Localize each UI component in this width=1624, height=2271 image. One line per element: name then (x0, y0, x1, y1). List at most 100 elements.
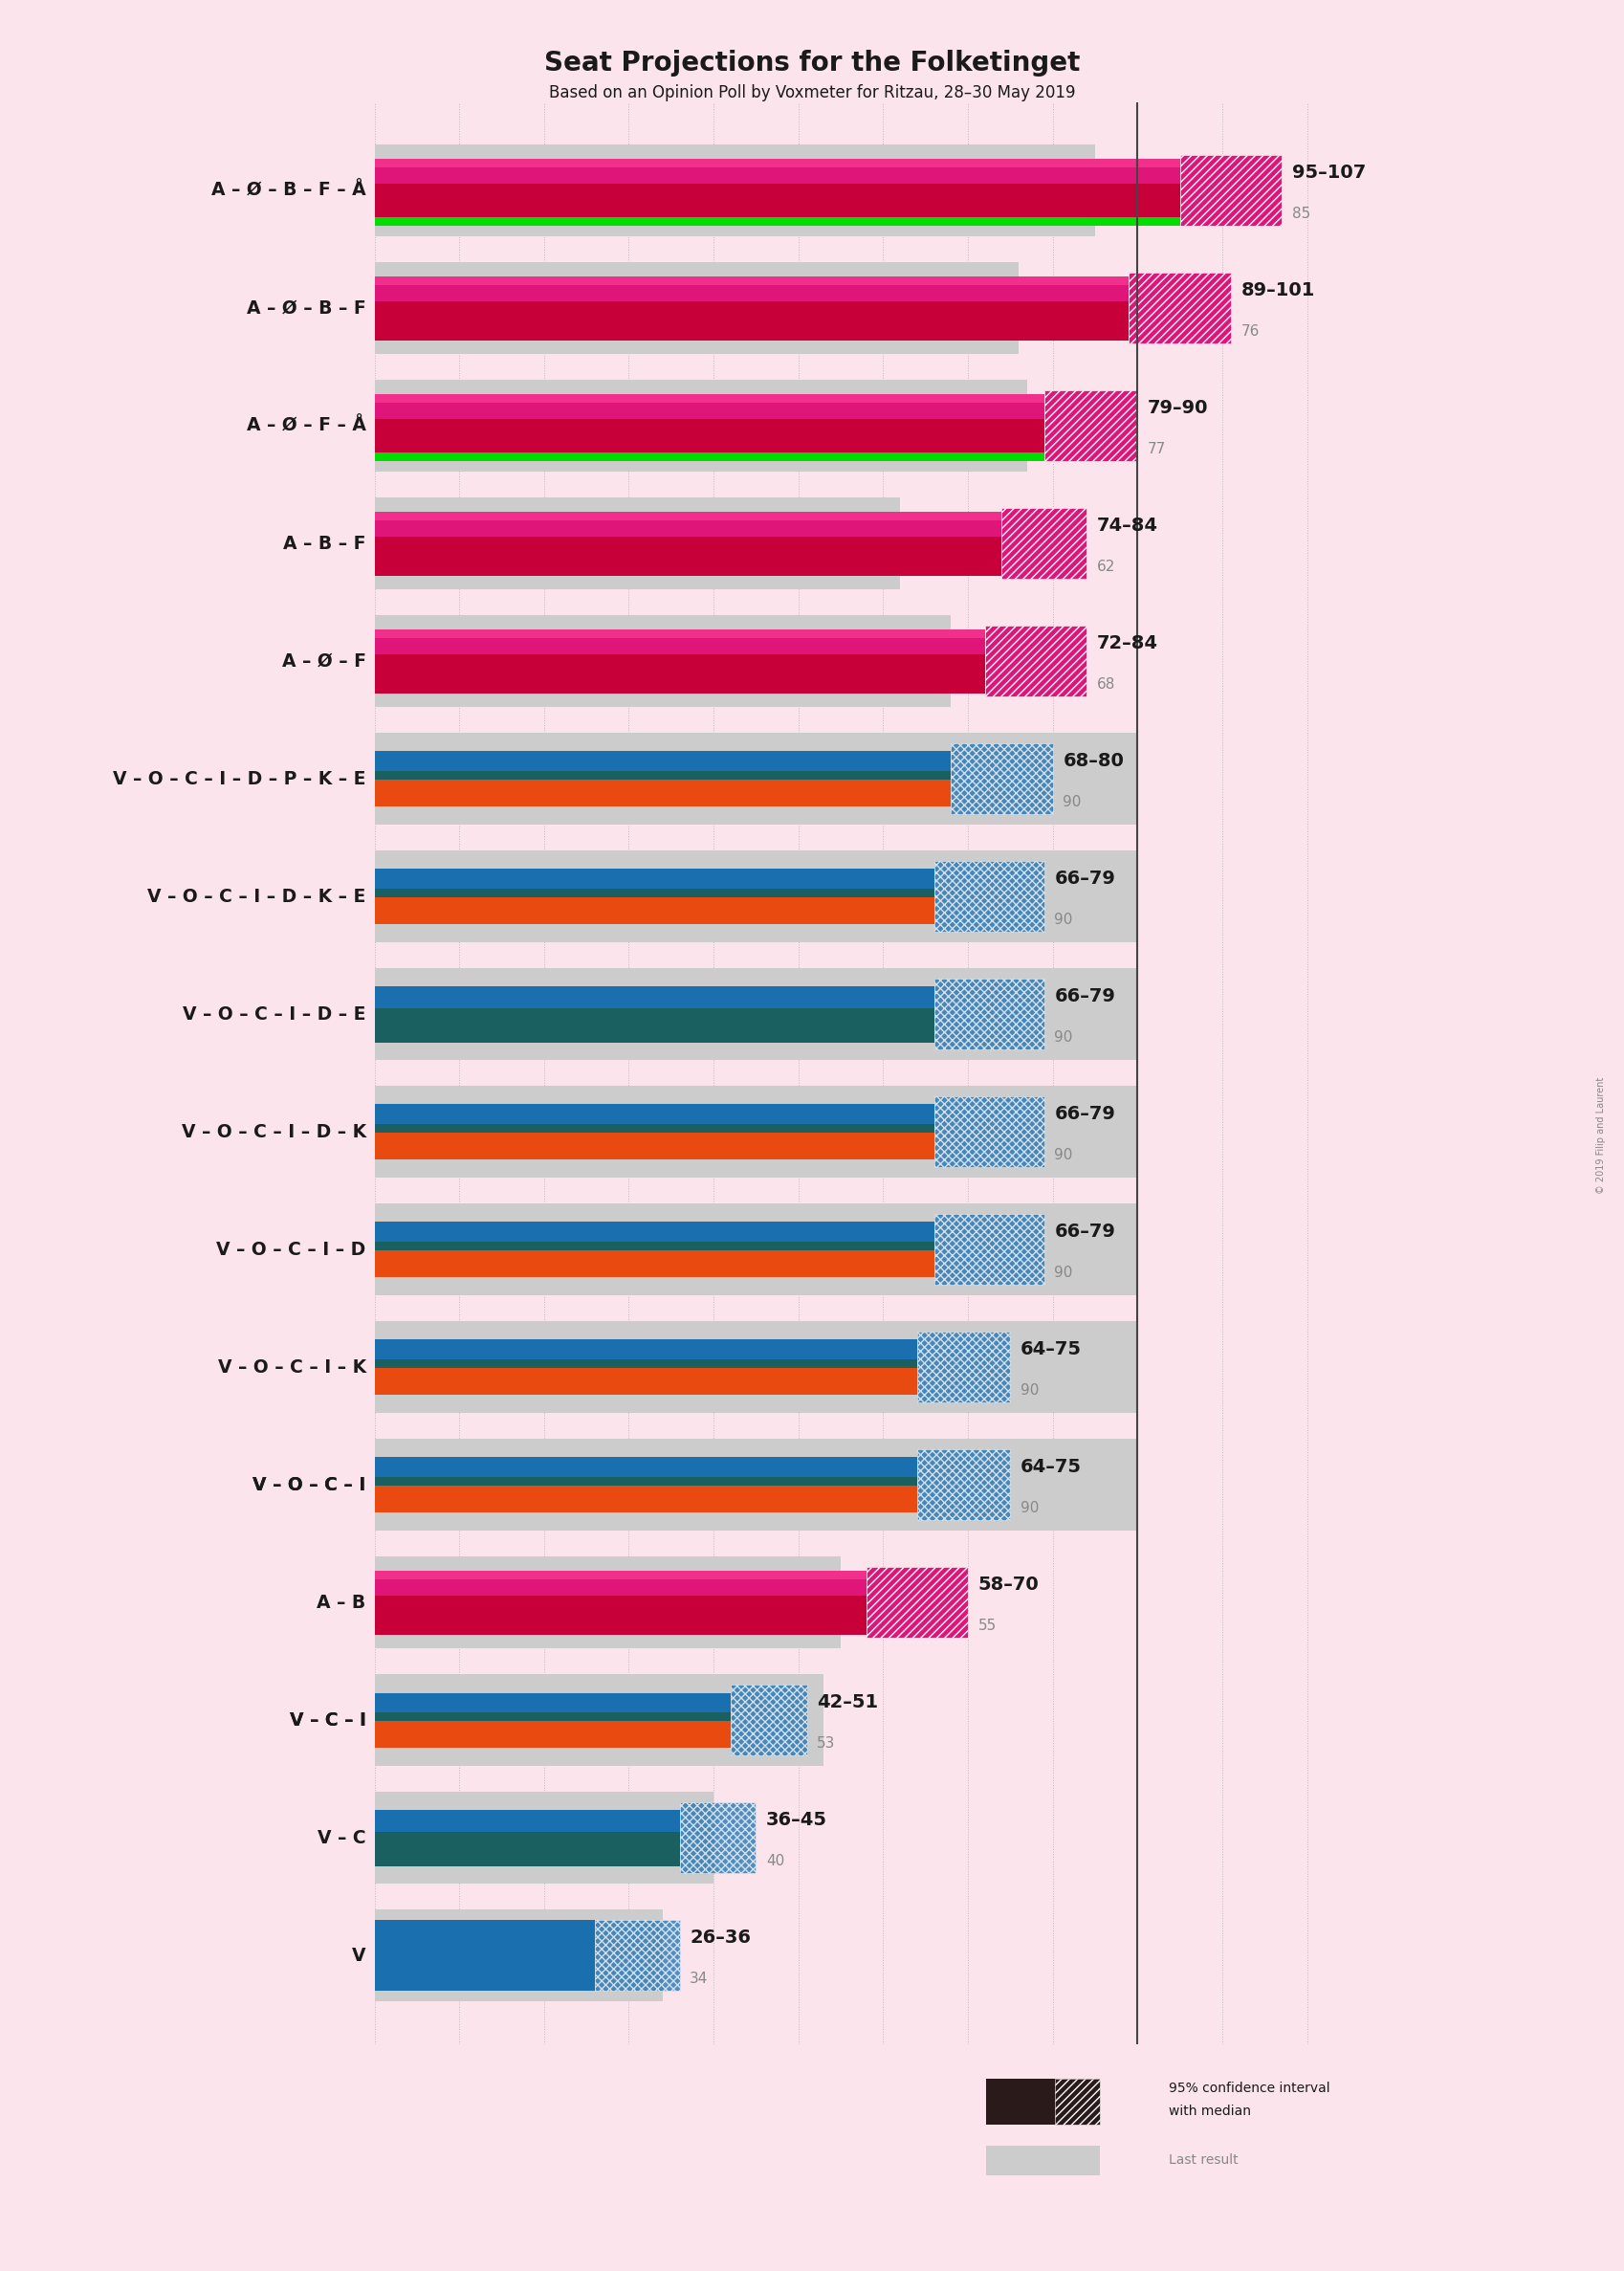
Bar (986, 2078, 1099, 2123)
Bar (374, 1251, 934, 1276)
Bar (374, 184, 1179, 223)
Bar (594, 1921, 679, 1992)
Bar (374, 1476, 916, 1492)
Text: 90: 90 (1054, 1149, 1072, 1163)
Bar (374, 1124, 934, 1140)
Text: Seat Projections for the Folketinget: Seat Projections for the Folketinget (544, 50, 1080, 77)
Bar (1179, 154, 1281, 225)
Bar (374, 1792, 713, 1885)
Text: 66–79: 66–79 (1054, 870, 1114, 888)
Bar (374, 1458, 916, 1485)
Text: 90: 90 (1054, 913, 1072, 927)
Bar (866, 1567, 968, 1637)
Bar (1044, 391, 1137, 461)
Bar (374, 1008, 934, 1042)
Bar (374, 1322, 1137, 1413)
Bar (986, 2146, 1099, 2176)
Bar (916, 1331, 1010, 1403)
Bar (374, 1222, 934, 1249)
Text: A – Ø – F – Å: A – Ø – F – Å (247, 416, 365, 436)
Text: 95% confidence interval: 95% confidence interval (1168, 2083, 1328, 2094)
Bar (374, 1440, 1137, 1531)
Bar (374, 420, 1044, 459)
Text: 36–45: 36–45 (765, 1812, 827, 1830)
Bar (374, 1133, 934, 1160)
Bar (374, 752, 950, 779)
Bar (374, 986, 934, 1020)
Bar (374, 168, 1179, 213)
Bar (374, 615, 950, 706)
Bar (374, 897, 934, 924)
Text: 72–84: 72–84 (1096, 634, 1158, 652)
Bar (374, 452, 1044, 461)
Text: 68: 68 (1096, 677, 1114, 693)
Bar (934, 1097, 1044, 1167)
Text: V – C: V – C (317, 1828, 365, 1846)
Text: V – O – C – I – D: V – O – C – I – D (216, 1240, 365, 1258)
Bar (374, 218, 1179, 227)
Bar (374, 734, 1137, 824)
Text: A – Ø – B – F – Å: A – Ø – B – F – Å (211, 182, 365, 200)
Bar (374, 852, 1137, 942)
Bar (374, 393, 1044, 431)
Text: 95–107: 95–107 (1291, 164, 1364, 182)
Bar (374, 402, 1044, 450)
Bar (374, 1692, 731, 1719)
Bar (374, 1833, 679, 1867)
Bar (374, 145, 1095, 236)
Text: Last result: Last result (1168, 2153, 1237, 2167)
Bar (374, 1086, 1137, 1179)
Bar (374, 1340, 916, 1367)
Bar (374, 1104, 934, 1131)
Bar (374, 1921, 594, 1992)
Text: 90: 90 (1054, 1031, 1072, 1045)
Bar (374, 888, 934, 904)
Bar (934, 979, 1044, 1049)
Bar (374, 1556, 840, 1649)
Bar (731, 1685, 807, 1755)
Bar (374, 1360, 916, 1374)
Bar (374, 261, 1018, 354)
Text: A – Ø – F: A – Ø – F (281, 652, 365, 670)
Text: V – O – C – I – D – K: V – O – C – I – D – K (182, 1122, 365, 1140)
Text: 85: 85 (1291, 207, 1309, 220)
Text: 53: 53 (817, 1737, 835, 1751)
Bar (374, 1910, 663, 2001)
Bar (374, 1204, 1137, 1294)
Bar (374, 779, 950, 806)
Bar (374, 286, 1129, 332)
Bar (950, 743, 1052, 815)
Bar (374, 638, 984, 684)
Text: 26–36: 26–36 (690, 1928, 750, 1946)
Bar (374, 277, 1129, 316)
Bar (1054, 2078, 1099, 2123)
Bar (374, 772, 950, 786)
Bar (374, 967, 1137, 1061)
Text: A – Ø – B – F: A – Ø – B – F (247, 300, 365, 318)
Bar (374, 1810, 679, 1844)
Text: 68–80: 68–80 (1062, 752, 1124, 770)
Text: 42–51: 42–51 (817, 1694, 879, 1712)
Bar (374, 629, 984, 668)
Bar (1129, 273, 1229, 343)
Bar (374, 1597, 866, 1635)
Text: 55: 55 (978, 1619, 996, 1633)
Text: 79–90: 79–90 (1147, 400, 1208, 418)
Text: V – O – C – I – D – K – E: V – O – C – I – D – K – E (148, 888, 365, 906)
Bar (374, 1721, 731, 1749)
Text: 40: 40 (765, 1855, 784, 1869)
Text: V – C – I: V – C – I (289, 1710, 365, 1731)
Text: 66–79: 66–79 (1054, 988, 1114, 1006)
Bar (679, 1803, 755, 1874)
Bar (374, 536, 1002, 575)
Text: 90: 90 (1062, 795, 1080, 808)
Bar (374, 1674, 823, 1767)
Bar (374, 1712, 731, 1728)
Text: V – O – C – I: V – O – C – I (253, 1476, 365, 1494)
Bar (374, 159, 1179, 198)
Text: 66–79: 66–79 (1054, 1106, 1114, 1124)
Bar (374, 1485, 916, 1512)
Text: V – O – C – I – D – P – K – E: V – O – C – I – D – P – K – E (114, 770, 365, 788)
Text: 74–84: 74–84 (1096, 518, 1158, 536)
Text: 64–75: 64–75 (1020, 1458, 1082, 1476)
